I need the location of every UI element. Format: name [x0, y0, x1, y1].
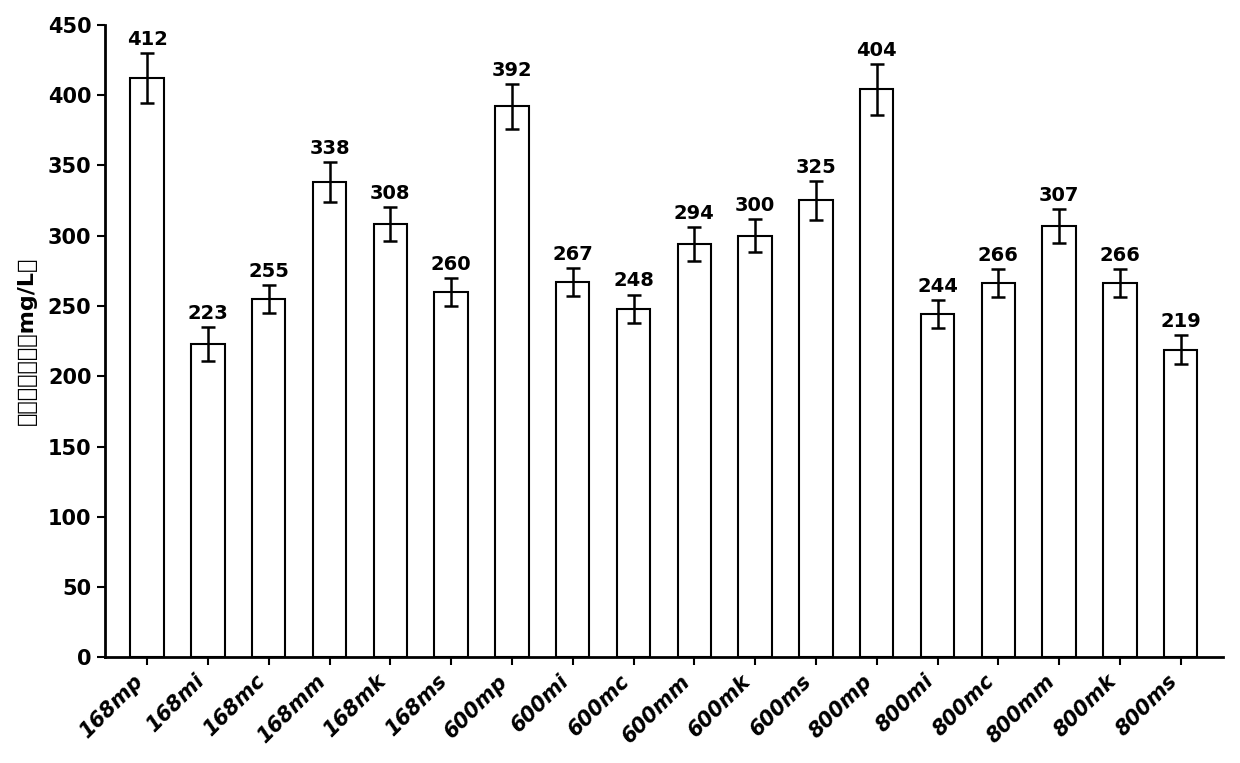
- Bar: [1104, 283, 1137, 658]
- Bar: [677, 244, 711, 658]
- Text: 325: 325: [796, 157, 836, 176]
- Text: 267: 267: [552, 245, 593, 264]
- Bar: [556, 282, 589, 658]
- Text: 260: 260: [430, 255, 471, 274]
- Text: 307: 307: [1039, 185, 1079, 204]
- Bar: [373, 224, 407, 658]
- Text: 244: 244: [918, 277, 959, 296]
- Bar: [739, 236, 771, 658]
- Text: 404: 404: [857, 41, 897, 60]
- Bar: [982, 283, 1016, 658]
- Text: 266: 266: [978, 246, 1019, 265]
- Bar: [252, 299, 285, 658]
- Bar: [312, 182, 346, 658]
- Text: 248: 248: [613, 272, 653, 291]
- Bar: [1043, 226, 1076, 658]
- Text: 219: 219: [1161, 312, 1202, 331]
- Bar: [800, 201, 833, 658]
- Text: 412: 412: [126, 30, 167, 49]
- Bar: [616, 309, 650, 658]
- Text: 308: 308: [370, 184, 410, 203]
- Text: 338: 338: [309, 140, 350, 158]
- Text: 255: 255: [248, 262, 289, 281]
- Bar: [434, 292, 467, 658]
- Bar: [1164, 349, 1198, 658]
- Y-axis label: 支角硫因产量（mg/L）: 支角硫因产量（mg/L）: [16, 257, 37, 425]
- Text: 223: 223: [187, 304, 228, 323]
- Bar: [130, 78, 164, 658]
- Bar: [921, 314, 955, 658]
- Bar: [495, 106, 528, 658]
- Bar: [191, 344, 224, 658]
- Text: 294: 294: [675, 204, 714, 223]
- Text: 266: 266: [1100, 246, 1141, 265]
- Text: 300: 300: [735, 195, 775, 214]
- Bar: [861, 89, 894, 658]
- Text: 392: 392: [491, 60, 532, 79]
